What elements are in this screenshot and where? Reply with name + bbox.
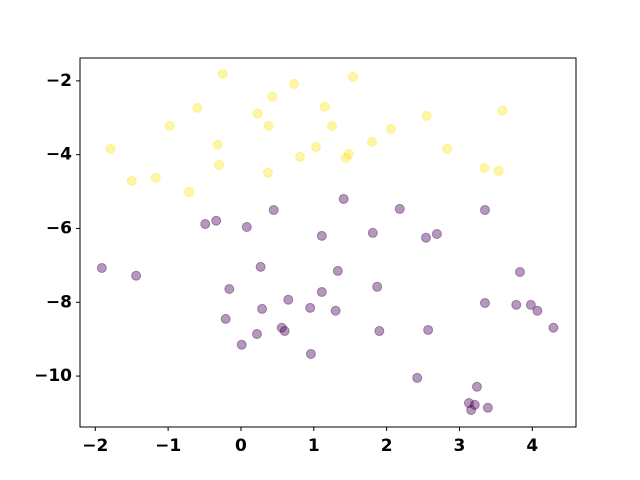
point [442,143,453,154]
point [241,222,252,233]
point [338,193,349,204]
y-tick-label: −10 [34,366,72,386]
point [255,261,266,272]
x-tick-label: 3 [454,436,466,456]
point [294,151,305,162]
point [423,324,434,335]
y-tick-label: −2 [46,71,72,91]
point [220,313,231,324]
x-tick-label: 1 [308,436,320,456]
point [471,381,482,392]
point [327,120,338,131]
point [276,322,287,333]
point [252,108,263,119]
point [289,78,300,89]
x-tick-label: 2 [381,436,393,456]
point [131,270,142,281]
plot-frame [79,57,577,428]
point [497,105,508,116]
point [340,152,351,163]
point [525,299,536,310]
point [330,305,341,316]
y-tick-label: −8 [46,292,72,312]
point [394,203,405,214]
point [367,227,378,238]
point [268,205,279,216]
point [348,71,359,82]
y-tick-label: −6 [46,218,72,238]
point [262,167,273,178]
point [126,175,137,186]
point [482,402,493,413]
point [412,372,423,383]
point [214,160,225,171]
y-tick-label: −4 [46,145,72,165]
point [279,326,290,337]
point [212,139,223,150]
point [150,172,161,183]
x-tick-label: 0 [235,436,247,456]
point [105,143,116,154]
point [310,141,321,152]
point [200,219,211,230]
point [463,398,474,409]
point [316,286,327,297]
point [283,294,294,305]
point [184,186,195,197]
point [236,339,247,350]
point [305,348,316,359]
point [386,123,397,134]
point [263,120,274,131]
point [421,110,432,121]
point [514,267,525,278]
point [493,165,504,176]
point [372,281,383,292]
point [217,68,228,79]
point [469,399,480,410]
point [96,262,107,273]
point [305,302,316,313]
point [479,298,490,309]
point [367,136,378,147]
point [532,305,543,316]
point [431,229,442,240]
point [479,205,490,216]
point [374,326,385,337]
point [332,265,343,276]
point [548,322,559,333]
point [251,329,262,340]
point [511,299,522,310]
point [211,215,222,226]
point [316,230,327,241]
point [192,102,203,113]
point [420,232,431,243]
point [343,148,354,159]
x-tick-label: −2 [82,436,108,456]
point [164,120,175,131]
point [224,283,235,294]
point [319,101,330,112]
point [257,303,268,314]
point [267,91,278,102]
point [479,162,490,173]
point [466,405,477,416]
x-tick-label: 4 [526,436,538,456]
x-tick-label: −1 [155,436,181,456]
